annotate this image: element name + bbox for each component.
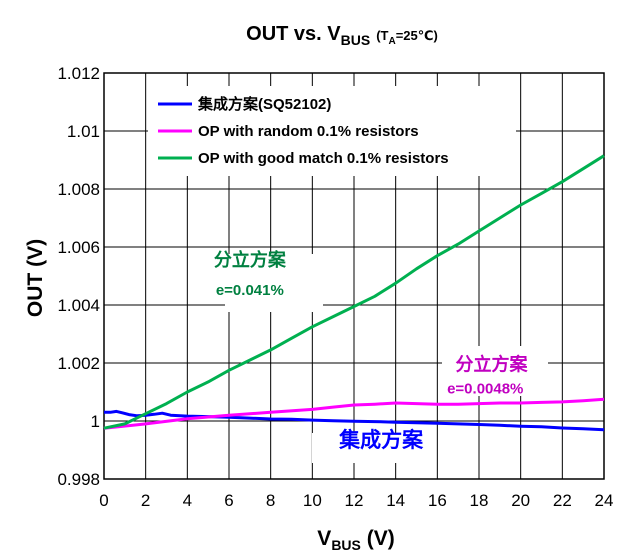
annotation-bg-blue (312, 433, 416, 463)
legend-label-random: OP with random 0.1% resistors (198, 123, 419, 140)
x-tick-label: 8 (266, 491, 275, 510)
legend-background (148, 86, 516, 176)
plot-area (103, 72, 605, 480)
chart-title-condition-subscript: A (388, 36, 395, 47)
x-tick-label: 18 (470, 491, 489, 510)
series-lines (103, 154, 605, 432)
annotation-discrete-magenta: 分立方案 (456, 353, 529, 374)
x-axis-label: VBUS (V) (317, 527, 394, 553)
annotation-error-green: e=0.041% (216, 282, 284, 299)
chart-title-subscript: BUS (341, 32, 371, 48)
annotation-discrete-green: 分立方案 (214, 249, 287, 270)
x-tick-label: 10 (303, 491, 322, 510)
legend-label-good-match: OP with good match 0.1% resistors (198, 150, 449, 167)
y-axis-ticks: 0.998 1 1.002 1.004 1.006 1.008 1.01 1.012 (57, 64, 100, 489)
y-tick-label: 0.998 (57, 470, 100, 489)
x-tick-label: 6 (224, 491, 233, 510)
annotation-error-magenta: e=0.0048% (447, 380, 523, 397)
series-good-match-line (103, 154, 605, 430)
chart-title: OUT vs. VBUS (TA=25℃) (246, 23, 438, 48)
y-tick-label: 1.002 (57, 354, 100, 373)
y-tick-label: 1.004 (57, 296, 100, 315)
x-tick-label: 14 (386, 491, 405, 510)
legend: 集成方案(SQ52102) OP with random 0.1% resist… (158, 95, 449, 167)
y-tick-label: 1.006 (57, 238, 100, 257)
chart-title-condition: (T (376, 28, 388, 43)
annotations: 分立方案 e=0.041% 分立方案 e=0.0048% 集成方案 (214, 249, 548, 463)
x-tick-label: 20 (511, 491, 530, 510)
x-axis-label-subscript: BUS (331, 537, 361, 553)
x-tick-label: 16 (428, 491, 447, 510)
x-tick-label: 4 (183, 491, 192, 510)
x-axis-ticks: 0 2 4 6 8 10 12 14 16 18 20 22 24 (99, 491, 613, 510)
annotation-bg-green (225, 254, 323, 312)
y-tick-label: 1.012 (57, 64, 100, 83)
chart-title-condition-rest: =25℃) (396, 28, 438, 43)
x-axis-label-unit: (V) (361, 527, 395, 550)
legend-label-integrated: 集成方案(SQ52102) (197, 95, 331, 113)
x-tick-label: 2 (141, 491, 150, 510)
annotation-bg-magenta (442, 346, 548, 396)
y-tick-label: 1 (91, 412, 100, 431)
x-tick-label: 22 (553, 491, 572, 510)
x-tick-label: 0 (99, 491, 108, 510)
chart-title-main: OUT vs. V (246, 23, 341, 45)
series-integrated-line (104, 409, 605, 432)
annotation-integrated-blue: 集成方案 (338, 428, 424, 452)
x-tick-label: 12 (345, 491, 364, 510)
y-tick-label: 1.008 (57, 180, 100, 199)
x-tick-label: 24 (595, 491, 614, 510)
series-random-line (103, 397, 605, 430)
y-tick-label: 1.01 (67, 122, 100, 141)
x-axis-label-main: V (317, 527, 331, 550)
y-axis-label: OUT (V) (24, 239, 47, 317)
